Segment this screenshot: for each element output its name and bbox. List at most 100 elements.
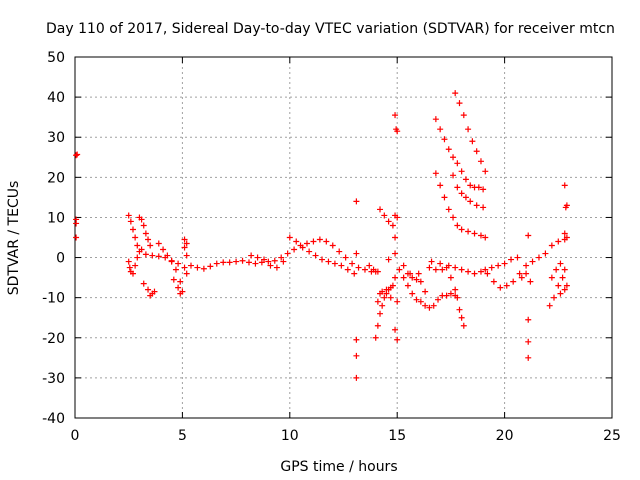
data-point xyxy=(245,259,252,266)
data-point xyxy=(138,216,145,223)
data-point xyxy=(394,298,401,305)
data-point xyxy=(342,254,349,261)
data-point xyxy=(456,306,463,313)
y-tick-label: -10 xyxy=(42,291,65,307)
y-tick-label: 0 xyxy=(56,251,65,267)
data-point xyxy=(561,286,568,293)
data-point xyxy=(194,264,201,271)
data-point xyxy=(125,212,132,219)
data-point xyxy=(355,264,362,271)
data-point xyxy=(542,250,549,257)
data-point xyxy=(480,186,487,193)
data-point xyxy=(145,286,152,293)
data-point xyxy=(454,222,461,229)
data-point xyxy=(426,304,433,311)
data-point xyxy=(465,126,472,133)
data-point xyxy=(183,252,190,259)
x-axis-label: GPS time / hours xyxy=(280,459,397,475)
data-point xyxy=(389,282,396,289)
data-point xyxy=(187,262,194,269)
grid xyxy=(75,57,612,418)
data-point xyxy=(316,236,323,243)
data-point xyxy=(462,194,469,201)
data-point xyxy=(467,198,474,205)
data-point xyxy=(213,260,220,267)
data-point xyxy=(482,234,489,241)
data-point xyxy=(477,268,484,275)
data-point xyxy=(469,138,476,145)
data-point xyxy=(456,100,463,107)
y-tick-label: -40 xyxy=(42,411,65,427)
data-point xyxy=(460,322,467,329)
data-point xyxy=(471,270,478,277)
data-point xyxy=(394,128,401,135)
data-point xyxy=(458,266,465,273)
data-point xyxy=(546,302,553,309)
data-point xyxy=(465,228,472,235)
data-point xyxy=(381,212,388,219)
data-point xyxy=(484,270,491,277)
data-point xyxy=(413,296,420,303)
data-point xyxy=(439,266,446,273)
data-point xyxy=(392,250,399,257)
y-tick-label: 20 xyxy=(47,170,65,186)
data-point xyxy=(353,250,360,257)
data-point xyxy=(563,282,570,289)
data-point xyxy=(450,214,457,221)
data-point xyxy=(207,263,214,270)
data-point xyxy=(404,282,411,289)
data-point xyxy=(329,242,336,249)
data-point xyxy=(551,294,558,301)
data-point xyxy=(523,262,530,269)
data-point xyxy=(561,182,568,189)
data-point xyxy=(409,274,416,281)
data-point xyxy=(374,322,381,329)
data-point xyxy=(73,220,80,227)
data-point xyxy=(462,176,469,183)
data-point xyxy=(415,270,422,277)
chart-title: Day 110 of 2017, Sidereal Day-to-day VTE… xyxy=(46,21,615,37)
data-point xyxy=(503,282,510,289)
data-point xyxy=(525,232,532,239)
data-point xyxy=(177,278,184,285)
data-point xyxy=(460,112,467,119)
data-point xyxy=(372,334,379,341)
data-point xyxy=(430,302,437,309)
data-point xyxy=(126,264,133,271)
y-tick-labels: -40 -30 -20 -10 0 10 20 30 40 50 xyxy=(42,50,65,427)
data-point xyxy=(392,274,399,281)
data-point xyxy=(265,258,272,265)
data-point xyxy=(366,262,373,269)
data-point xyxy=(125,258,132,265)
data-point xyxy=(379,288,386,295)
x-tick-label: 5 xyxy=(178,428,187,444)
axis-ticks xyxy=(74,56,613,419)
data-point xyxy=(432,266,439,273)
data-point xyxy=(142,230,149,237)
data-point xyxy=(458,226,465,233)
data-point xyxy=(400,274,407,281)
data-point xyxy=(447,290,454,297)
data-point xyxy=(445,146,452,153)
data-point xyxy=(555,238,562,245)
data-point xyxy=(140,222,147,229)
data-point xyxy=(394,214,401,221)
data-point xyxy=(73,234,80,241)
data-point xyxy=(495,262,502,269)
data-point xyxy=(140,280,147,287)
data-point xyxy=(437,260,444,267)
data-point xyxy=(149,252,156,259)
data-point xyxy=(450,154,457,161)
x-tick-label: 15 xyxy=(388,428,406,444)
data-point xyxy=(458,314,465,321)
data-point xyxy=(553,266,560,273)
data-point xyxy=(155,253,162,260)
data-point xyxy=(407,270,414,277)
data-point xyxy=(278,254,285,261)
data-point xyxy=(413,276,420,283)
data-point xyxy=(374,268,381,275)
data-point xyxy=(349,260,356,267)
data-point xyxy=(555,282,562,289)
data-point xyxy=(175,260,182,267)
data-point xyxy=(299,244,306,251)
